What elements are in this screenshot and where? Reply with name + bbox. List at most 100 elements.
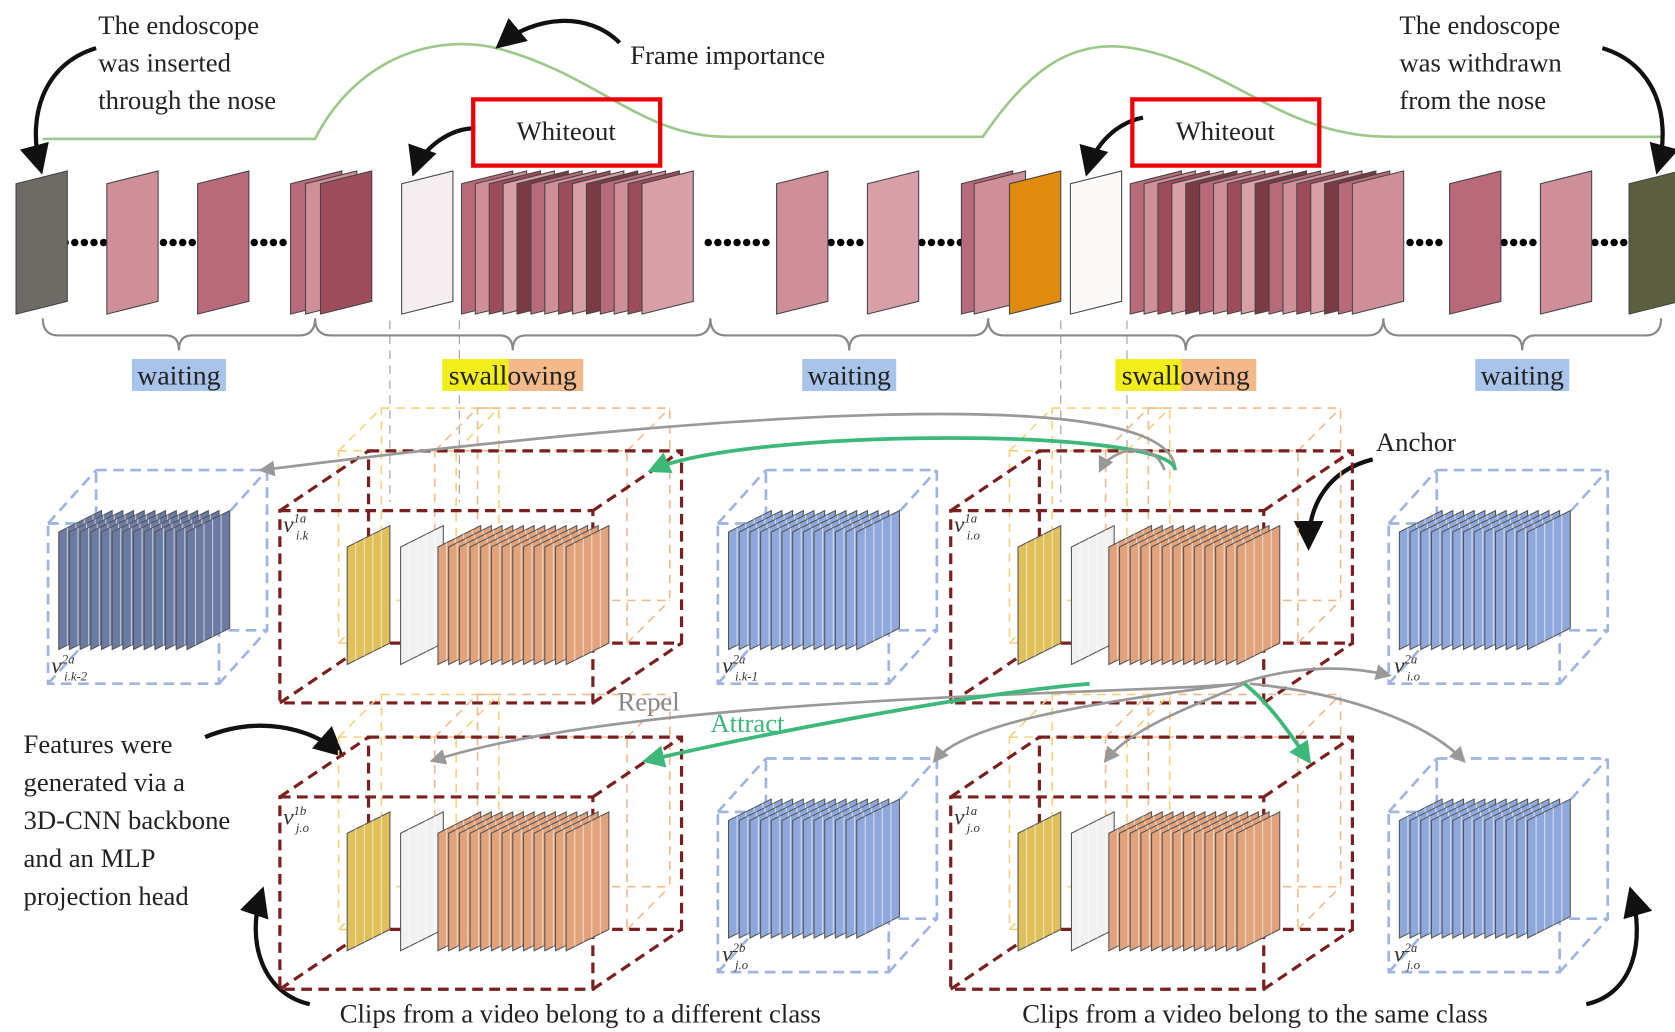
caption: Clips from a video belong to a different… — [340, 998, 821, 1028]
frame-importance: Frame importance — [630, 40, 825, 70]
box-back — [380, 407, 500, 602]
dot — [937, 238, 945, 247]
box-edge — [1262, 449, 1354, 512]
dot — [1519, 238, 1528, 247]
feature-label: v1a j.o — [954, 804, 981, 835]
whiteout-box — [471, 97, 663, 168]
arrow — [19, 46, 97, 175]
box-edge — [626, 886, 671, 930]
dot — [169, 238, 177, 247]
box-edge — [887, 469, 938, 525]
box-back — [1051, 407, 1171, 602]
big-cube — [278, 693, 684, 991]
dot — [1529, 238, 1537, 247]
small-cube — [46, 468, 269, 686]
highlight — [1115, 358, 1182, 392]
box-edge — [626, 599, 671, 644]
box-edge — [887, 629, 938, 685]
frame — [1539, 170, 1593, 315]
arrow — [204, 723, 345, 758]
feature-sub: j.o — [294, 821, 310, 835]
box-edge — [949, 449, 1041, 512]
box-edge — [1262, 735, 1354, 799]
feature-sup: 1a — [294, 511, 307, 525]
feature-sub: i.k-1 — [735, 670, 758, 684]
frame — [1069, 170, 1123, 315]
dot — [250, 238, 258, 247]
box-edge — [47, 469, 98, 525]
note-line: 3D-CNN backbone — [24, 805, 231, 835]
arrow — [1079, 115, 1144, 177]
box-edge — [887, 757, 938, 813]
anchor: Anchor — [1376, 427, 1456, 457]
slice — [856, 798, 900, 939]
slice — [1070, 811, 1115, 952]
box-front — [949, 795, 1266, 991]
slice — [1527, 509, 1571, 651]
highlight — [1475, 358, 1570, 392]
dot — [80, 238, 89, 247]
dot — [742, 238, 751, 247]
feature-sup: 2b — [733, 941, 746, 955]
phase-label: swallowing — [1122, 361, 1250, 392]
slice — [856, 509, 900, 651]
feature-label: v1a i.k — [283, 511, 309, 542]
note-line: from the nose — [1399, 85, 1546, 115]
note-line: projection head — [24, 881, 190, 911]
box-edge — [434, 693, 479, 738]
frames — [15, 170, 1675, 503]
feature-base: v — [1394, 653, 1405, 679]
frame — [641, 170, 694, 315]
feature-label: v2b j.o — [722, 941, 749, 972]
small-cube — [1387, 468, 1610, 686]
feature-label: v2a i.k-2 — [51, 652, 88, 683]
note-line: was withdrawn — [1399, 48, 1561, 78]
feature-label: v2a j.o — [1394, 941, 1421, 972]
note: The endoscope was withdrawn from the nose — [1399, 10, 1561, 115]
feature-sub: j.o — [1405, 958, 1421, 972]
arrow — [239, 886, 311, 1007]
box-edge — [1297, 693, 1342, 738]
box-front — [278, 795, 595, 991]
box-edge — [1008, 693, 1053, 738]
dot — [260, 238, 268, 247]
dot — [99, 238, 108, 247]
dot — [1509, 238, 1518, 247]
relation-arrow — [258, 412, 1177, 477]
dot — [1600, 238, 1609, 247]
dot — [188, 238, 197, 247]
highlight — [442, 358, 509, 392]
feature-sub: i.o — [967, 529, 981, 543]
whiteout-box — [1130, 97, 1322, 168]
small-cube — [1387, 757, 1610, 974]
dot — [714, 238, 722, 247]
box-edge — [591, 735, 683, 799]
box-edge — [1297, 407, 1342, 452]
box-edge — [278, 449, 370, 512]
slice — [565, 811, 610, 952]
feature-sup: 2a — [1404, 941, 1417, 955]
box-edge — [591, 641, 683, 705]
frame — [1628, 171, 1675, 315]
importance-curve — [42, 42, 1662, 141]
repel: Repel — [617, 686, 679, 716]
feature-base: v — [51, 653, 62, 679]
dot — [269, 238, 278, 247]
big-cube — [949, 407, 1354, 705]
feature-sub: j.o — [965, 821, 981, 835]
dot — [1610, 238, 1618, 247]
box-edge — [1297, 599, 1342, 644]
dot — [1415, 238, 1424, 247]
highlight — [131, 358, 226, 392]
dot — [1500, 238, 1508, 247]
feature-sup: 2a — [1404, 652, 1417, 666]
note-line: The endoscope — [98, 10, 259, 40]
dot — [90, 238, 98, 247]
relation-arrow — [1098, 448, 1166, 473]
brace — [1382, 318, 1663, 351]
brace — [314, 318, 712, 351]
box-edge — [1558, 757, 1609, 813]
dot — [159, 238, 168, 247]
labels: waiting swallowing waiting swallowing waitin… — [24, 10, 1564, 1028]
